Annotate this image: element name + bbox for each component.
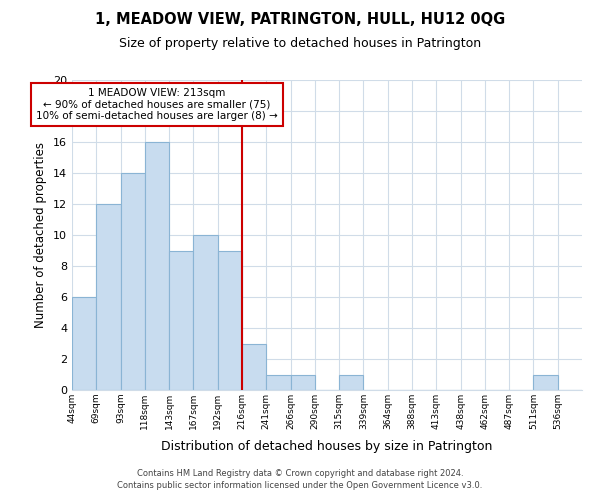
Y-axis label: Number of detached properties: Number of detached properties — [34, 142, 47, 328]
Bar — [145, 142, 169, 390]
Bar — [218, 250, 242, 390]
Bar — [72, 297, 96, 390]
Text: Size of property relative to detached houses in Patrington: Size of property relative to detached ho… — [119, 38, 481, 51]
Text: Contains HM Land Registry data © Crown copyright and database right 2024.: Contains HM Land Registry data © Crown c… — [137, 468, 463, 477]
Bar — [339, 374, 364, 390]
Bar — [121, 173, 145, 390]
Bar — [242, 344, 266, 390]
Text: 1, MEADOW VIEW, PATRINGTON, HULL, HU12 0QG: 1, MEADOW VIEW, PATRINGTON, HULL, HU12 0… — [95, 12, 505, 28]
X-axis label: Distribution of detached houses by size in Patrington: Distribution of detached houses by size … — [161, 440, 493, 454]
Bar — [169, 250, 193, 390]
Bar — [290, 374, 315, 390]
Bar — [533, 374, 558, 390]
Text: 1 MEADOW VIEW: 213sqm
← 90% of detached houses are smaller (75)
10% of semi-deta: 1 MEADOW VIEW: 213sqm ← 90% of detached … — [36, 88, 278, 121]
Bar — [266, 374, 290, 390]
Bar — [96, 204, 121, 390]
Bar — [193, 235, 218, 390]
Text: Contains public sector information licensed under the Open Government Licence v3: Contains public sector information licen… — [118, 481, 482, 490]
